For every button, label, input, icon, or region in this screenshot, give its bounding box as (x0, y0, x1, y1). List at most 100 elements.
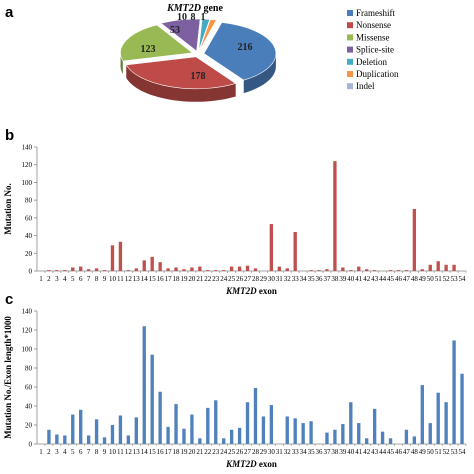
x-tick-label: 36 (316, 275, 324, 283)
bar (71, 414, 75, 444)
x-tick-label: 16 (157, 448, 165, 456)
x-tick-label: 37 (323, 448, 331, 456)
bar (214, 400, 218, 444)
bar (372, 270, 377, 271)
bar (142, 326, 146, 444)
bar (460, 373, 464, 444)
pie-chart (120, 18, 277, 102)
bar (126, 270, 131, 271)
bar (79, 266, 83, 271)
bar (396, 270, 401, 271)
x-tick-label: 14 (141, 448, 149, 456)
pie-slice-indel (199, 19, 218, 52)
x-tick-label: 15 (149, 448, 157, 456)
x-tick-label: 50 (427, 448, 435, 456)
x-tick-label: 10 (109, 448, 117, 456)
x-tick-label: 3 (55, 275, 59, 283)
legend-label: Missense (356, 32, 390, 42)
pie-slice-missense (120, 24, 194, 62)
bar (47, 429, 51, 444)
x-tick-label: 34 (300, 275, 308, 283)
x-tick-label: 18 (173, 275, 181, 283)
x-tick-label: 23 (212, 448, 220, 456)
bar (428, 423, 432, 444)
bar (245, 265, 250, 271)
x-tick-label: 34 (300, 448, 308, 456)
legend-label: Frameshift (356, 8, 395, 18)
panel-letter-c: c (5, 291, 13, 308)
bar (420, 385, 424, 444)
legend-swatch (347, 10, 353, 16)
legend-swatch (347, 34, 353, 41)
bar (412, 209, 417, 271)
x-tick-label: 31 (276, 448, 284, 456)
x-axis-label: KMT2D exon (225, 286, 277, 296)
x-tick-label: 17 (165, 275, 173, 283)
bar (365, 438, 369, 444)
bar (341, 267, 345, 271)
bar (277, 266, 281, 271)
legend-swatch (347, 22, 353, 29)
x-axis-label-gene: KMT2D (225, 286, 257, 296)
bar (388, 438, 393, 444)
pie-value-label: 8 (191, 12, 196, 23)
x-tick-label: 25 (228, 448, 236, 456)
x-tick-label: 39 (339, 448, 347, 456)
x-tick-label: 35 (308, 448, 316, 456)
panel-letter-b: b (5, 127, 14, 144)
x-tick-label: 10 (109, 275, 117, 283)
x-axis-label-suffix: exon (257, 286, 277, 296)
bar (325, 432, 329, 444)
bar (404, 429, 409, 444)
legend-swatch (347, 46, 353, 53)
x-tick-label: 12 (125, 448, 133, 456)
bar (182, 269, 186, 271)
bar (118, 415, 123, 444)
y-tick-label: 20 (25, 250, 33, 258)
x-axis-label: KMT2D exon (225, 459, 277, 469)
bar (47, 270, 51, 271)
bar (150, 354, 154, 444)
x-tick-label: 42 (363, 448, 371, 456)
bar (222, 438, 226, 444)
bar (190, 414, 194, 444)
bar (206, 407, 210, 444)
pie-value-label: 1 (201, 12, 206, 23)
x-tick-label: 53 (451, 275, 459, 283)
x-tick-label: 51 (435, 448, 443, 456)
bar (285, 268, 289, 271)
bar (222, 270, 226, 271)
x-tick-label: 48 (411, 448, 419, 456)
bar (198, 438, 202, 444)
pie-title-gene: KMT2D (166, 3, 201, 14)
bar (404, 270, 409, 271)
y-axis-label: Mutation No. (3, 183, 13, 235)
bar (333, 161, 337, 271)
legend-label: Deletion (356, 57, 387, 67)
x-tick-label: 43 (371, 448, 379, 456)
y-tick-label: 60 (25, 214, 33, 222)
pie-value-label: 216 (238, 42, 253, 53)
bar (118, 241, 123, 271)
bar (102, 270, 107, 271)
pie-slice-deletion (198, 18, 211, 52)
x-tick-label: 48 (411, 275, 419, 283)
bar (412, 436, 417, 444)
bar (166, 426, 170, 444)
x-tick-label: 1 (39, 448, 43, 456)
bar (229, 429, 234, 444)
x-tick-label: 11 (117, 448, 124, 456)
bar (55, 434, 59, 444)
legend-swatch (347, 83, 353, 90)
x-tick-label: 29 (260, 275, 268, 283)
x-tick-label: 4 (63, 448, 67, 456)
bar (333, 429, 337, 444)
bar (317, 270, 321, 271)
bar (237, 266, 242, 271)
x-tick-label: 24 (220, 448, 228, 456)
y-tick-label: 20 (25, 422, 33, 430)
x-tick-label: 21 (196, 275, 204, 283)
x-tick-label: 46 (395, 448, 403, 456)
x-tick-label: 42 (363, 275, 371, 283)
